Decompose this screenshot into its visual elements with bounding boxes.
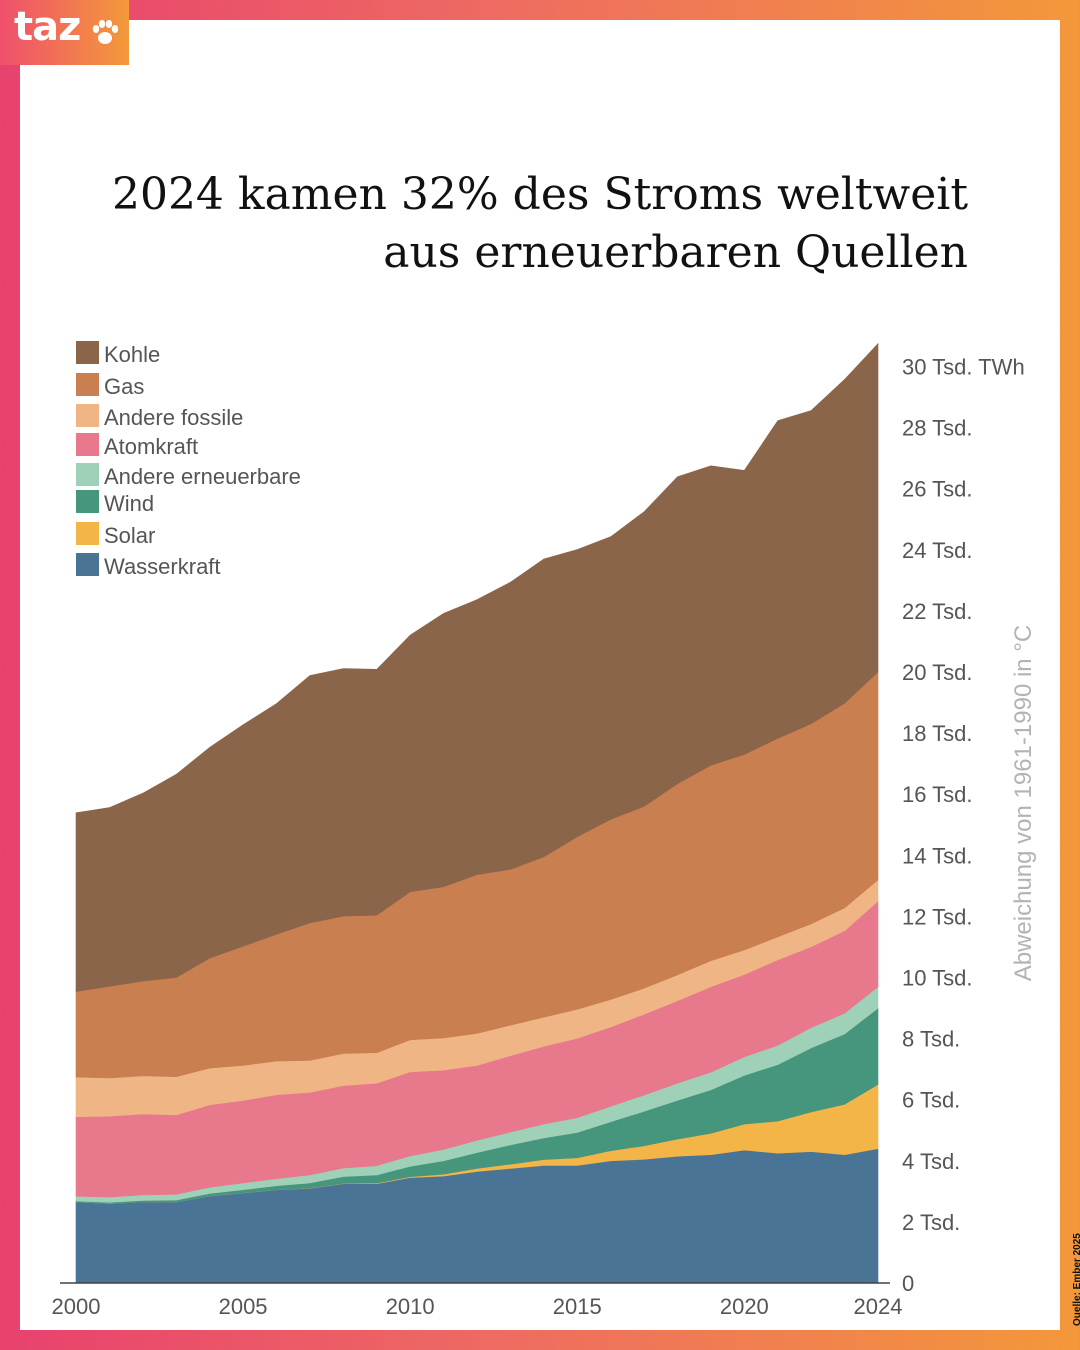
legend-swatch-kohle	[76, 341, 99, 364]
y-tick-label: 16 Tsd.	[902, 782, 973, 807]
y-tick-label: 26 Tsd.	[902, 477, 973, 502]
y-tick-label: 2 Tsd.	[902, 1210, 960, 1235]
legend-label-wind: Wind	[104, 491, 154, 516]
legend-swatch-gas	[76, 373, 99, 396]
y-tick-label: 20 Tsd.	[902, 660, 973, 685]
legend-swatch-andere-erneuerbare	[76, 463, 99, 486]
y-tick-label: 10 Tsd.	[902, 966, 973, 991]
y-tick-label: 22 Tsd.	[902, 599, 973, 624]
title-line-2: aus erneuerbaren Quellen	[383, 227, 968, 278]
source-note: Quelle: Ember 2025	[1072, 1233, 1080, 1326]
y-tick-label: 6 Tsd.	[902, 1088, 960, 1113]
x-tick-label: 2000	[52, 1294, 101, 1319]
y-tick-label: 18 Tsd.	[902, 721, 973, 746]
area-kohle	[75, 342, 879, 992]
legend-label-andere-erneuerbare: Andere erneuerbare	[104, 464, 301, 489]
y-tick-label: 0	[902, 1271, 914, 1296]
y-tick-label: 12 Tsd.	[902, 904, 973, 929]
legend-swatch-solar	[76, 522, 99, 545]
y-tick-label: 4 Tsd.	[902, 1149, 960, 1174]
legend-label-gas: Gas	[104, 374, 144, 399]
x-tick-label: 2015	[553, 1294, 602, 1319]
legend-label-andere-fossile: Andere fossile	[104, 405, 243, 430]
legend-label-wasserkraft: Wasserkraft	[104, 554, 221, 579]
y-tick-label: 14 Tsd.	[902, 843, 973, 868]
legend-label-kohle: Kohle	[104, 342, 160, 367]
y-tick-label: 8 Tsd.	[902, 1027, 960, 1052]
legend-label-atomkraft: Atomkraft	[104, 434, 198, 459]
x-tick-label: 2020	[720, 1294, 769, 1319]
legend-label-solar: Solar	[104, 523, 155, 548]
x-tick-label: 2024	[854, 1294, 903, 1319]
y-tick-label: 30 Tsd. TWh	[902, 355, 1025, 380]
x-tick-label: 2010	[386, 1294, 435, 1319]
legend-swatch-wind	[76, 490, 99, 513]
legend-swatch-andere-fossile	[76, 404, 99, 427]
y-tick-label: 28 Tsd.	[902, 416, 973, 441]
legend-swatch-wasserkraft	[76, 553, 99, 576]
title-line-1: 2024 kamen 32% des Stroms weltweit	[111, 169, 968, 220]
taz-logo: taz	[0, 0, 129, 65]
chart-title: 2024 kamen 32% des Stroms weltweit aus e…	[68, 166, 968, 282]
x-tick-label: 2005	[219, 1294, 268, 1319]
legend-swatch-atomkraft	[76, 433, 99, 456]
logo-text: taz	[14, 4, 81, 50]
y-axis-label: Abweichung von 1961-1990 in °C	[1010, 625, 1037, 982]
paw-icon	[92, 20, 119, 44]
y-tick-label: 24 Tsd.	[902, 538, 973, 563]
